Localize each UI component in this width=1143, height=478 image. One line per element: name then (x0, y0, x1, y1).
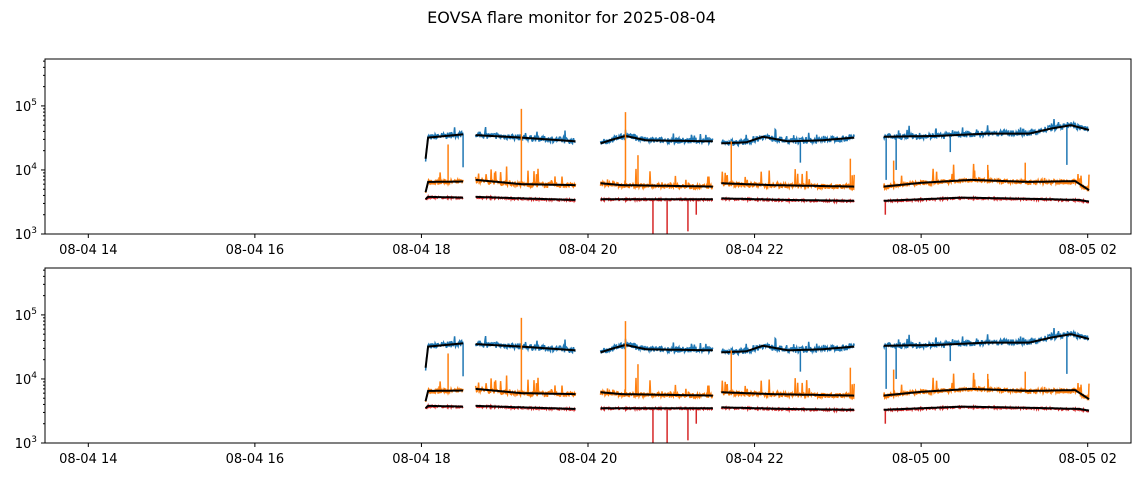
ch2-smooth-line-seg4 (883, 387, 1090, 400)
ch3-smooth-line-seg1 (475, 404, 576, 410)
x-tick-label: 08-04 20 (559, 452, 617, 467)
ch1-smooth-line-seg4 (883, 333, 1090, 347)
y-tick-base: 10 (15, 100, 32, 115)
x-tick-label: 08-04 22 (725, 452, 783, 467)
ch3-smooth-line-seg3 (721, 197, 855, 202)
ch1-line-seg2 (599, 338, 714, 356)
series-group (424, 108, 1090, 234)
y-tick-base: 10 (15, 164, 32, 179)
y-tick-base: 10 (15, 373, 32, 388)
ch3-smooth-line-seg1 (475, 195, 576, 201)
y-tick-exp: 5 (31, 98, 37, 108)
y-tick-label: 105 (15, 98, 37, 115)
y-tick-exp: 4 (31, 162, 37, 172)
ch1-line-seg0 (424, 336, 464, 371)
y-tick-exp: 4 (31, 371, 37, 381)
ch1-smooth-line-seg3 (721, 135, 855, 145)
x-tick-label: 08-04 14 (59, 243, 117, 258)
ch3-smooth-line-seg4 (883, 196, 1090, 203)
y-tick-base: 10 (15, 437, 32, 452)
ch1-smooth-line-seg3 (721, 344, 855, 354)
ch2-smooth-line-seg4 (883, 178, 1090, 191)
ch3-smooth-line-seg0 (424, 404, 464, 409)
ch3-smooth-line-seg4 (883, 405, 1090, 412)
ch1-smooth-line-seg2 (600, 134, 713, 145)
series-group (424, 317, 1090, 443)
y-tick-label: 105 (15, 307, 37, 324)
ch1-smooth-line-seg2 (600, 343, 713, 354)
x-tick-label: 08-04 20 (559, 243, 617, 258)
x-tick-label: 08-04 16 (226, 243, 284, 258)
ch1-smooth-line-seg1 (475, 134, 576, 143)
axes-frame (44, 267, 1132, 444)
x-tick-label: 08-04 22 (725, 243, 783, 258)
y-tick-exp: 5 (31, 307, 37, 317)
ch1-smooth-line-seg4 (883, 124, 1090, 138)
ch2-smooth-line-seg0 (424, 180, 464, 193)
y-tick-label: 104 (15, 371, 38, 388)
x-tick-label: 08-04 16 (226, 452, 284, 467)
ch2-line-seg3 (720, 169, 855, 192)
ch2-smooth-line-seg3 (721, 391, 855, 397)
ch1-smooth-line-seg1 (475, 343, 576, 352)
x-tick-label: 08-04 18 (392, 243, 450, 258)
ch2-smooth-line-seg1 (475, 178, 576, 187)
x-tick-label: 08-04 18 (392, 452, 450, 467)
ch2-smooth-line-seg1 (475, 387, 576, 396)
ch1-line-seg0 (424, 127, 464, 162)
ch2-smooth-line-seg3 (721, 182, 855, 188)
ch2-line-seg4 (882, 163, 1090, 192)
ch2-smooth-line-seg2 (600, 391, 713, 397)
y-tick-exp: 3 (31, 435, 37, 445)
ch1-smooth-line-seg0 (424, 133, 464, 159)
y-tick-label: 103 (15, 435, 37, 452)
ch3-smooth-line-seg3 (721, 406, 855, 411)
x-tick-label: 08-05 00 (892, 243, 950, 258)
x-tick-label: 08-04 14 (59, 452, 117, 467)
y-tick-label: 103 (15, 226, 37, 243)
y-tick-base: 10 (15, 228, 32, 243)
y-tick-label: 104 (15, 162, 38, 179)
x-tick-label: 08-05 00 (892, 452, 950, 467)
ch2-line-seg3 (720, 378, 855, 401)
x-tick-label: 08-05 02 (1058, 452, 1116, 467)
ch2-smooth-line-seg0 (424, 389, 464, 402)
x-tick-label: 08-05 02 (1058, 243, 1116, 258)
y-tick-exp: 3 (31, 226, 37, 236)
ch1-smooth-line-seg0 (424, 342, 464, 368)
y-tick-base: 10 (15, 309, 32, 324)
axes-frame (44, 58, 1132, 235)
chart-title: EOVSA flare monitor for 2025-08-04 (427, 8, 716, 27)
ch2-line-seg4 (882, 372, 1090, 401)
ch2-smooth-line-seg2 (600, 182, 713, 188)
ch3-smooth-line-seg0 (424, 195, 464, 200)
ch1-line-seg2 (599, 129, 714, 147)
